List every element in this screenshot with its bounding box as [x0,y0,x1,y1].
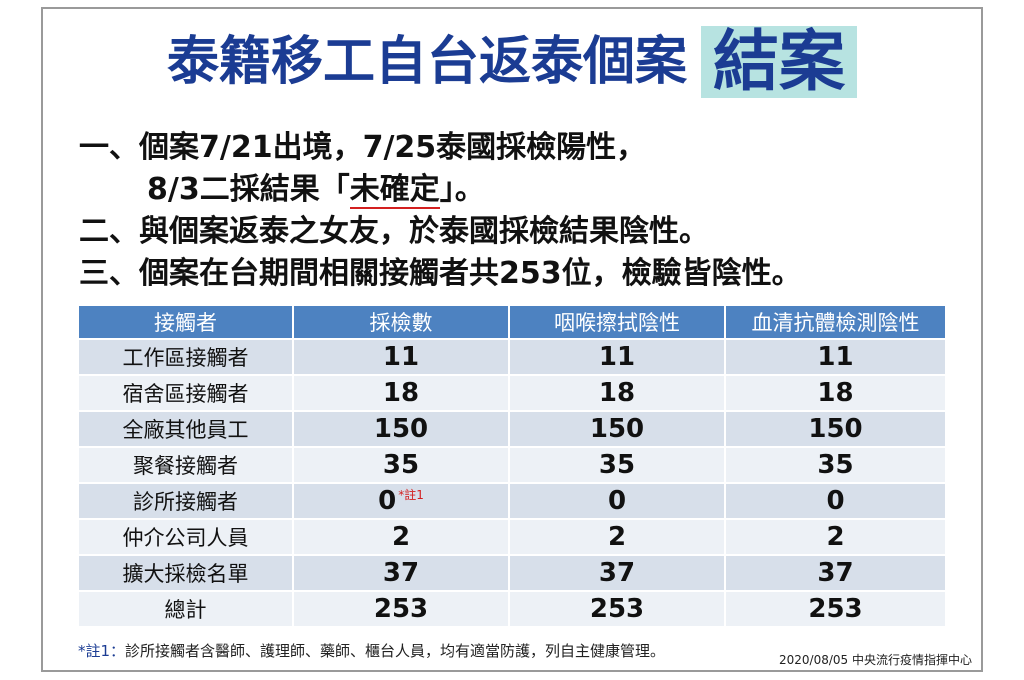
throat-cell: 150 [510,412,724,446]
header-serum-negative: 血清抗體檢測陰性 [726,306,945,338]
table-row: 聚餐接觸者 35 35 35 [79,448,945,482]
samples-value: 0 [378,486,397,516]
contacts-table: 接觸者 採檢數 咽喉擦拭陰性 血清抗體檢測陰性 工作區接觸者 11 11 11 … [77,304,947,628]
row-name: 擴大採檢名單 [79,556,292,590]
table-header-row: 接觸者 採檢數 咽喉擦拭陰性 血清抗體檢測陰性 [79,306,945,338]
table-row: 診所接觸者 0 *註1 0 0 [79,484,945,518]
serum-cell: 2 [726,520,945,554]
header-throat-negative: 咽喉擦拭陰性 [510,306,724,338]
point-1-continued-post: 」。 [439,172,485,207]
row-name: 仲介公司人員 [79,520,292,554]
samples-cell: 0 *註1 [294,484,508,518]
row-name: 診所接觸者 [79,484,292,518]
point-1-continued-pre: 8/3二採結果「 [147,172,350,207]
serum-cell: 35 [726,448,945,482]
source-credit: 2020/08/05 中央流行疫情指揮中心 [779,653,972,667]
serum-cell: 253 [726,592,945,626]
point-1: 一、個案7/21出境，7/25泰國採檢陽性， [79,130,647,165]
serum-cell: 150 [726,412,945,446]
footnote: *註1：診所接觸者含醫師、護理師、藥師、櫃台人員，均有適當防護，列自主健康管理。 [78,640,665,661]
samples-cell: 37 [294,556,508,590]
table-row: 宿舍區接觸者 18 18 18 [79,376,945,410]
title-main: 泰籍移工自台返泰個案 [166,32,687,92]
throat-cell: 11 [510,340,724,374]
point-2: 二、與個案返泰之女友，於泰國採檢結果陰性。 [79,214,709,249]
serum-cell: 18 [726,376,945,410]
table-row: 工作區接觸者 11 11 11 [79,340,945,374]
table-row: 全廠其他員工 150 150 150 [79,412,945,446]
samples-cell: 11 [294,340,508,374]
page-title: 泰籍移工自台返泰個案 結案 [0,26,1024,98]
throat-cell: 37 [510,556,724,590]
undetermined-text: 未確定 [349,172,440,209]
throat-cell: 35 [510,448,724,482]
title-highlight: 結案 [701,26,857,98]
footnote-text: 診所接觸者含醫師、護理師、藥師、櫃台人員，均有適當防護，列自主健康管理。 [125,642,666,660]
row-name: 聚餐接觸者 [79,448,292,482]
header-contacts: 接觸者 [79,306,292,338]
throat-cell: 253 [510,592,724,626]
throat-cell: 18 [510,376,724,410]
samples-cell: 2 [294,520,508,554]
samples-cell: 35 [294,448,508,482]
table-row-total: 總計 253 253 253 [79,592,945,626]
row-name: 宿舍區接觸者 [79,376,292,410]
samples-cell: 18 [294,376,508,410]
row-name: 全廠其他員工 [79,412,292,446]
table-row: 仲介公司人員 2 2 2 [79,520,945,554]
serum-cell: 37 [726,556,945,590]
samples-cell: 150 [294,412,508,446]
row-name: 工作區接觸者 [79,340,292,374]
point-1-continued: 8/3二採結果「未確定」。 [147,170,485,210]
point-3: 三、個案在台期間相關接觸者共253位，檢驗皆陰性。 [79,256,802,291]
table-row: 擴大採檢名單 37 37 37 [79,556,945,590]
throat-cell: 0 [510,484,724,518]
serum-cell: 11 [726,340,945,374]
samples-cell: 253 [294,592,508,626]
serum-cell: 0 [726,484,945,518]
header-samples: 採檢數 [294,306,508,338]
footnote-label: *註1： [78,642,126,660]
throat-cell: 2 [510,520,724,554]
footnote-marker: *註1 [398,488,424,502]
row-name: 總計 [79,592,292,626]
